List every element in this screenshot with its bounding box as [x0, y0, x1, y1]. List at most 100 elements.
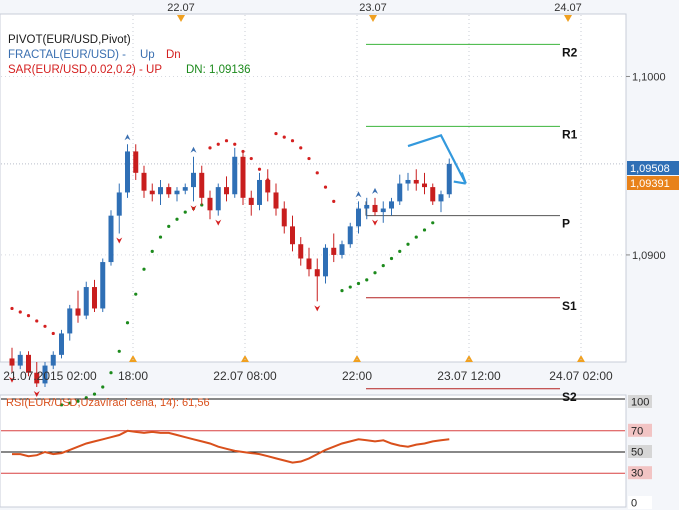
candle-body	[389, 201, 394, 209]
candle-body	[314, 269, 320, 277]
fractal-down-icon	[33, 390, 40, 397]
candle-body	[158, 187, 163, 195]
rsi-tick-box	[628, 496, 652, 509]
sar-dot	[68, 401, 72, 405]
candle-body	[240, 156, 246, 198]
sar-dot	[414, 235, 418, 239]
pivot-label-s1: S1	[562, 299, 577, 313]
candle-body	[397, 183, 403, 202]
time-marker-icon	[577, 355, 585, 362]
price-tag-box	[627, 161, 679, 175]
rsi-tick-box	[628, 423, 652, 437]
time-marker-icon	[353, 355, 361, 362]
fractal-down-icon	[314, 305, 321, 312]
sar-dot	[183, 210, 187, 214]
candle-body	[422, 183, 427, 188]
sar-dot	[406, 242, 410, 246]
candle-body	[257, 179, 262, 205]
sar-dot	[381, 264, 385, 268]
candle-body	[108, 215, 114, 263]
x-tick-label: 23.07 12:00	[437, 369, 501, 383]
candle-body	[191, 172, 196, 188]
legend-entry: DN: 1,09136	[186, 64, 251, 76]
candle-body	[182, 187, 188, 191]
rsi-y-axis: 100 70 50 30 0	[628, 395, 652, 510]
rsi-tick-box	[628, 445, 652, 458]
candle-body	[26, 354, 31, 373]
sar-dot	[150, 249, 154, 253]
x-tick-label: 22.07 08:00	[213, 369, 277, 383]
sar-dot	[332, 199, 336, 203]
sar-dot	[101, 385, 105, 389]
candle-body	[265, 179, 271, 193]
candle-body	[438, 194, 444, 202]
candle-body	[100, 262, 106, 309]
candle-body	[67, 308, 73, 334]
time-x-axis: 21.07.2015 02:00 18:00 22.07 08:00 22:00 23.…	[3, 369, 613, 383]
sar-dot	[208, 146, 212, 150]
top-time-label: 22.07	[167, 2, 195, 14]
fractal-down-icon	[9, 376, 15, 383]
y-tick-label: 1,1000	[632, 71, 666, 83]
sar-dot	[125, 321, 130, 325]
rsi-tick-box	[628, 466, 652, 480]
sar-dot	[290, 139, 295, 143]
sar-dot	[274, 131, 278, 136]
candle-body	[356, 208, 361, 227]
rsi-tick-label: 50	[631, 447, 643, 459]
pivot-label-r2: R2	[562, 45, 578, 59]
sar-dot	[76, 399, 80, 403]
sar-dot	[43, 324, 47, 328]
sar-dot	[348, 285, 352, 289]
candle-body	[116, 192, 122, 216]
top-time-label: 23.07	[359, 2, 387, 14]
pivot-levels: R2 R1 P S1 S2	[365, 43, 578, 404]
sar-dot	[233, 142, 237, 146]
fractal-down-icon	[116, 237, 123, 244]
sar-dot	[134, 292, 138, 296]
sar-dot	[282, 135, 286, 139]
rsi-plot-area[interactable]	[0, 394, 627, 508]
candle-body	[339, 244, 345, 255]
time-marker-icon	[564, 15, 572, 22]
sar-dot	[299, 146, 303, 150]
candle-body	[149, 190, 155, 195]
top-time-markers: 22.07 23.07 24.07	[129, 2, 585, 362]
candle-body	[306, 258, 312, 270]
forecast-arrow	[407, 134, 467, 185]
candle-body	[405, 179, 411, 184]
x-tick-label: 22:00	[342, 369, 372, 383]
fractal-down-icon	[190, 205, 197, 212]
candle-body	[59, 333, 64, 355]
sar-dot	[431, 221, 435, 225]
candle-body	[331, 247, 337, 255]
top-time-label: 24.07	[554, 2, 582, 14]
sar-dot	[323, 185, 328, 189]
sar-dot	[398, 249, 402, 253]
sar-dot	[365, 278, 369, 282]
candle-body	[50, 354, 56, 366]
candle-body	[232, 156, 238, 195]
fractal-up-icon	[355, 191, 362, 198]
sar-dot	[18, 310, 22, 314]
time-marker-icon	[465, 355, 473, 362]
parabolic-sar-dots	[10, 131, 435, 407]
candle-body	[290, 226, 295, 245]
x-tick-label: 24.07 02:00	[549, 369, 613, 383]
candlesticks	[9, 144, 452, 387]
candle-body	[133, 151, 139, 173]
pivot-label-p: P	[562, 217, 570, 231]
candle-body	[92, 287, 97, 309]
sar-dot	[340, 289, 344, 293]
rsi-tick-label: 30	[631, 468, 643, 480]
sar-dot	[216, 142, 220, 146]
candle-body	[281, 208, 287, 227]
sar-dot	[356, 281, 361, 286]
rsi-tick-label: 100	[631, 397, 649, 409]
candle-body	[215, 187, 221, 211]
time-marker-icon	[369, 15, 377, 22]
candle-body	[273, 192, 279, 209]
price-tags: 1,09508 1,09391	[627, 161, 679, 190]
sar-dot	[35, 319, 39, 323]
x-tick-label: 18:00	[118, 369, 148, 383]
